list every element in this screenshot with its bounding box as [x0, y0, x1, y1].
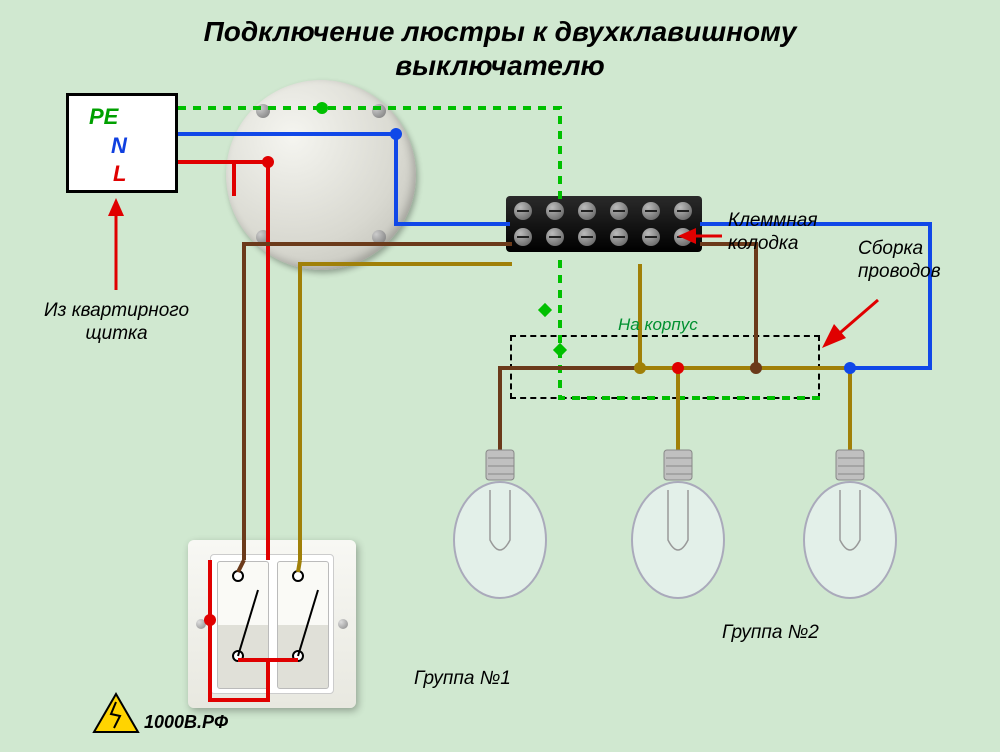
- brand-label: 1000В.РФ: [144, 712, 228, 733]
- panel-n-label: N: [111, 133, 127, 159]
- label-group-1: Группа №1: [414, 668, 511, 690]
- diagram-title-line1: Подключение люстры к двухклавишному: [0, 16, 1000, 48]
- switch-rocker-2[interactable]: [277, 561, 329, 689]
- label-terminal-block: Клеммнаяколодка: [728, 210, 818, 256]
- bulb-2: [632, 450, 724, 598]
- pe-tick: [538, 303, 552, 317]
- wire-sw-olive: [300, 264, 850, 560]
- switch-rocker-1[interactable]: [217, 561, 269, 689]
- label-group-2: Группа №2: [722, 622, 819, 644]
- bulb-1: [454, 450, 546, 598]
- arrow-from-panel: [108, 198, 124, 290]
- wire-sw-brown: [244, 244, 756, 560]
- bulb-3: [804, 450, 896, 598]
- terminal-block: [506, 196, 702, 252]
- label-to-case: На корпус: [618, 315, 698, 335]
- junction-box: [226, 80, 416, 270]
- distribution-panel: PE N L: [66, 93, 178, 193]
- panel-l-label: L: [113, 161, 126, 187]
- label-wire-assembly: Сборкапроводов: [858, 238, 941, 284]
- warning-icon: [94, 694, 138, 732]
- diagram-title-line2: выключателю: [0, 50, 1000, 82]
- double-switch: [188, 540, 356, 708]
- arrow-wires: [822, 300, 878, 348]
- label-from-panel: Из квартирногощитка: [44, 300, 189, 346]
- panel-pe-label: PE: [89, 104, 118, 130]
